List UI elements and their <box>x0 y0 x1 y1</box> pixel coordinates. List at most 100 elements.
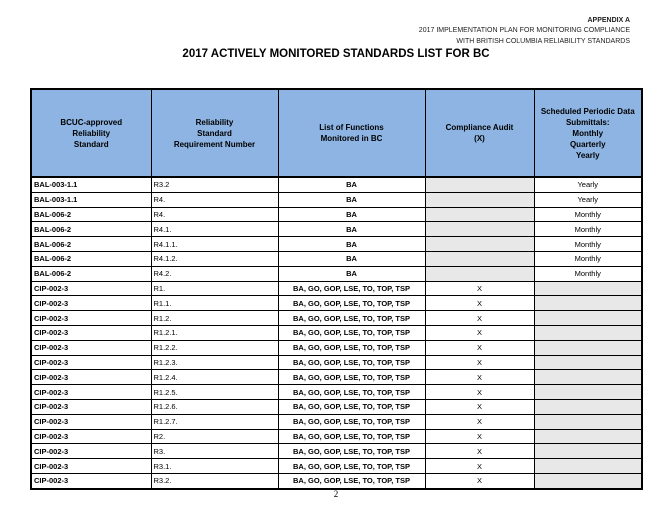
audit-cell: X <box>424 324 535 341</box>
requirement-cell: R1.2. <box>150 310 279 326</box>
standard-cell: CIP-002-3 <box>30 295 152 312</box>
functions-cell: BA, GO, GOP, LSE, TO, TOP, TSP <box>277 324 426 341</box>
table-row: CIP-002-3 R3.1. BA, GO, GOP, LSE, TO, TOP,… <box>30 458 643 474</box>
functions-cell: BA, GO, GOP, LSE, TO, TOP, TSP <box>277 354 426 371</box>
audit-cell <box>424 236 535 252</box>
column-header-line: Quarterly <box>569 139 606 149</box>
requirement-cell: R4. <box>150 191 279 208</box>
table-row: CIP-002-3 R1. BA, GO, GOP, LSE, TO, TOP, T… <box>30 280 643 297</box>
audit-cell: X <box>424 413 535 430</box>
column-header: Compliance Audit (X) <box>424 88 535 178</box>
functions-cell: BA, GO, GOP, LSE, TO, TOP, TSP <box>277 472 426 490</box>
column-header-line: Monitored in BC <box>320 134 383 143</box>
submittal-cell: Monthly <box>533 265 643 282</box>
table-row: CIP-002-3 R2. BA, GO, GOP, LSE, TO, TOP, T… <box>30 428 643 445</box>
table-row: BAL-006-2 R4. BA Monthly <box>30 206 643 223</box>
submittal-cell <box>533 369 643 386</box>
functions-cell: BA, GO, GOP, LSE, TO, TOP, TSP <box>277 369 426 386</box>
audit-cell: X <box>424 458 535 474</box>
column-header: BCUC-approved Reliability Standard <box>30 88 152 178</box>
standard-cell: BAL-006-2 <box>30 265 152 282</box>
table-row: CIP-002-3 R1.2.5. BA, GO, GOP, LSE, TO, TO… <box>30 384 643 400</box>
functions-cell: BA, GO, GOP, LSE, TO, TOP, TSP <box>277 398 426 415</box>
requirement-cell: R1.1. <box>150 295 279 312</box>
table-row: CIP-002-3 R1.1. BA, GO, GOP, LSE, TO, TOP,… <box>30 295 643 312</box>
audit-cell: X <box>424 310 535 326</box>
requirement-cell: R1.2.1. <box>150 324 279 341</box>
column-header-line: Standard <box>197 128 232 138</box>
table-row: CIP-002-3 R1.2.3. BA, GO, GOP, LSE, TO, TO… <box>30 354 643 371</box>
standard-cell: CIP-002-3 <box>30 398 152 415</box>
submittal-cell: Yearly <box>533 191 643 208</box>
requirement-cell: R1. <box>150 280 279 297</box>
table-row: BAL-006-2 R4.2. BA Monthly <box>30 265 643 282</box>
column-header-line: Reliability <box>195 117 234 127</box>
standard-cell: CIP-002-3 <box>30 443 152 460</box>
requirement-cell: R3.2. <box>150 472 279 490</box>
audit-cell <box>424 250 535 267</box>
standard-cell: CIP-002-3 <box>30 413 152 430</box>
requirement-cell: R1.2.5. <box>150 384 279 400</box>
functions-cell: BA <box>277 250 426 267</box>
requirement-cell: R3.1. <box>150 458 279 474</box>
audit-cell: X <box>424 339 535 356</box>
submittal-cell: Monthly <box>533 236 643 252</box>
functions-cell: BA <box>277 191 426 208</box>
standard-cell: BAL-006-2 <box>30 236 152 252</box>
requirement-cell: R4.1. <box>150 221 279 238</box>
requirement-cell: R4.1.2. <box>150 250 279 267</box>
requirement-cell: R4. <box>150 206 279 223</box>
functions-cell: BA, GO, GOP, LSE, TO, TOP, TSP <box>277 413 426 430</box>
functions-cell: BA <box>277 221 426 238</box>
submittal-cell <box>533 310 643 326</box>
functions-cell: BA, GO, GOP, LSE, TO, TOP, TSP <box>277 384 426 400</box>
column-header-line: Scheduled Periodic Data <box>540 106 635 116</box>
submittal-cell <box>533 354 643 371</box>
table-row: CIP-002-3 R1.2.7. BA, GO, GOP, LSE, TO, TO… <box>30 413 643 430</box>
standard-cell: BAL-003-1.1 <box>30 191 152 208</box>
submittal-cell: Yearly <box>533 176 643 193</box>
audit-cell: X <box>424 354 535 371</box>
submittal-cell: Monthly <box>533 206 643 223</box>
appendix-label: APPENDIX A <box>587 17 630 24</box>
functions-cell: BA, GO, GOP, LSE, TO, TOP, TSP <box>277 443 426 460</box>
standard-cell: CIP-002-3 <box>30 458 152 474</box>
functions-cell: BA, GO, GOP, LSE, TO, TOP, TSP <box>277 295 426 312</box>
submittal-cell <box>533 428 643 445</box>
standard-cell: CIP-002-3 <box>30 384 152 400</box>
submittal-cell <box>533 458 643 474</box>
requirement-cell: R3.2 <box>150 176 279 193</box>
functions-cell: BA, GO, GOP, LSE, TO, TOP, TSP <box>277 310 426 326</box>
table-row: CIP-002-3 R3.2. BA, GO, GOP, LSE, TO, TOP,… <box>30 472 643 490</box>
standard-cell: BAL-006-2 <box>30 206 152 223</box>
column-header-line: Compliance Audit <box>445 123 514 132</box>
standard-cell: CIP-002-3 <box>30 354 152 371</box>
column-header-line: List of Functions <box>319 123 384 132</box>
standard-cell: BAL-006-2 <box>30 250 152 267</box>
column-header-line: Submittals: <box>565 117 610 127</box>
audit-cell <box>424 176 535 193</box>
functions-cell: BA <box>277 236 426 252</box>
submittal-cell <box>533 295 643 312</box>
audit-cell <box>424 206 535 223</box>
submittal-cell: Monthly <box>533 250 643 267</box>
submittal-cell <box>533 339 643 356</box>
column-header-line: Requirement Number <box>173 139 256 149</box>
standard-cell: CIP-002-3 <box>30 339 152 356</box>
column-header-line: Yearly <box>575 150 600 160</box>
standards-table: BCUC-approved Reliability Standard Reliabil… <box>30 88 643 490</box>
header-line-2: WITH BRITISH COLUMBIA RELIABILITY STANDA… <box>456 38 630 45</box>
audit-cell: X <box>424 443 535 460</box>
table-row: BAL-003-1.1 R4. BA Yearly <box>30 191 643 208</box>
column-header-line: BCUC-approved <box>60 117 123 127</box>
table-row: CIP-002-3 R3. BA, GO, GOP, LSE, TO, TOP, T… <box>30 443 643 460</box>
submittal-cell <box>533 472 643 490</box>
table-row: BAL-006-2 R4.1.1. BA Monthly <box>30 236 643 252</box>
column-header: Scheduled Periodic Data Submittals: Monthl… <box>533 88 643 178</box>
page-title: 2017 ACTIVELY MONITORED STANDARDS LIST F… <box>182 48 490 60</box>
standard-cell: CIP-002-3 <box>30 310 152 326</box>
requirement-cell: R4.2. <box>150 265 279 282</box>
audit-cell: X <box>424 398 535 415</box>
functions-cell: BA, GO, GOP, LSE, TO, TOP, TSP <box>277 458 426 474</box>
